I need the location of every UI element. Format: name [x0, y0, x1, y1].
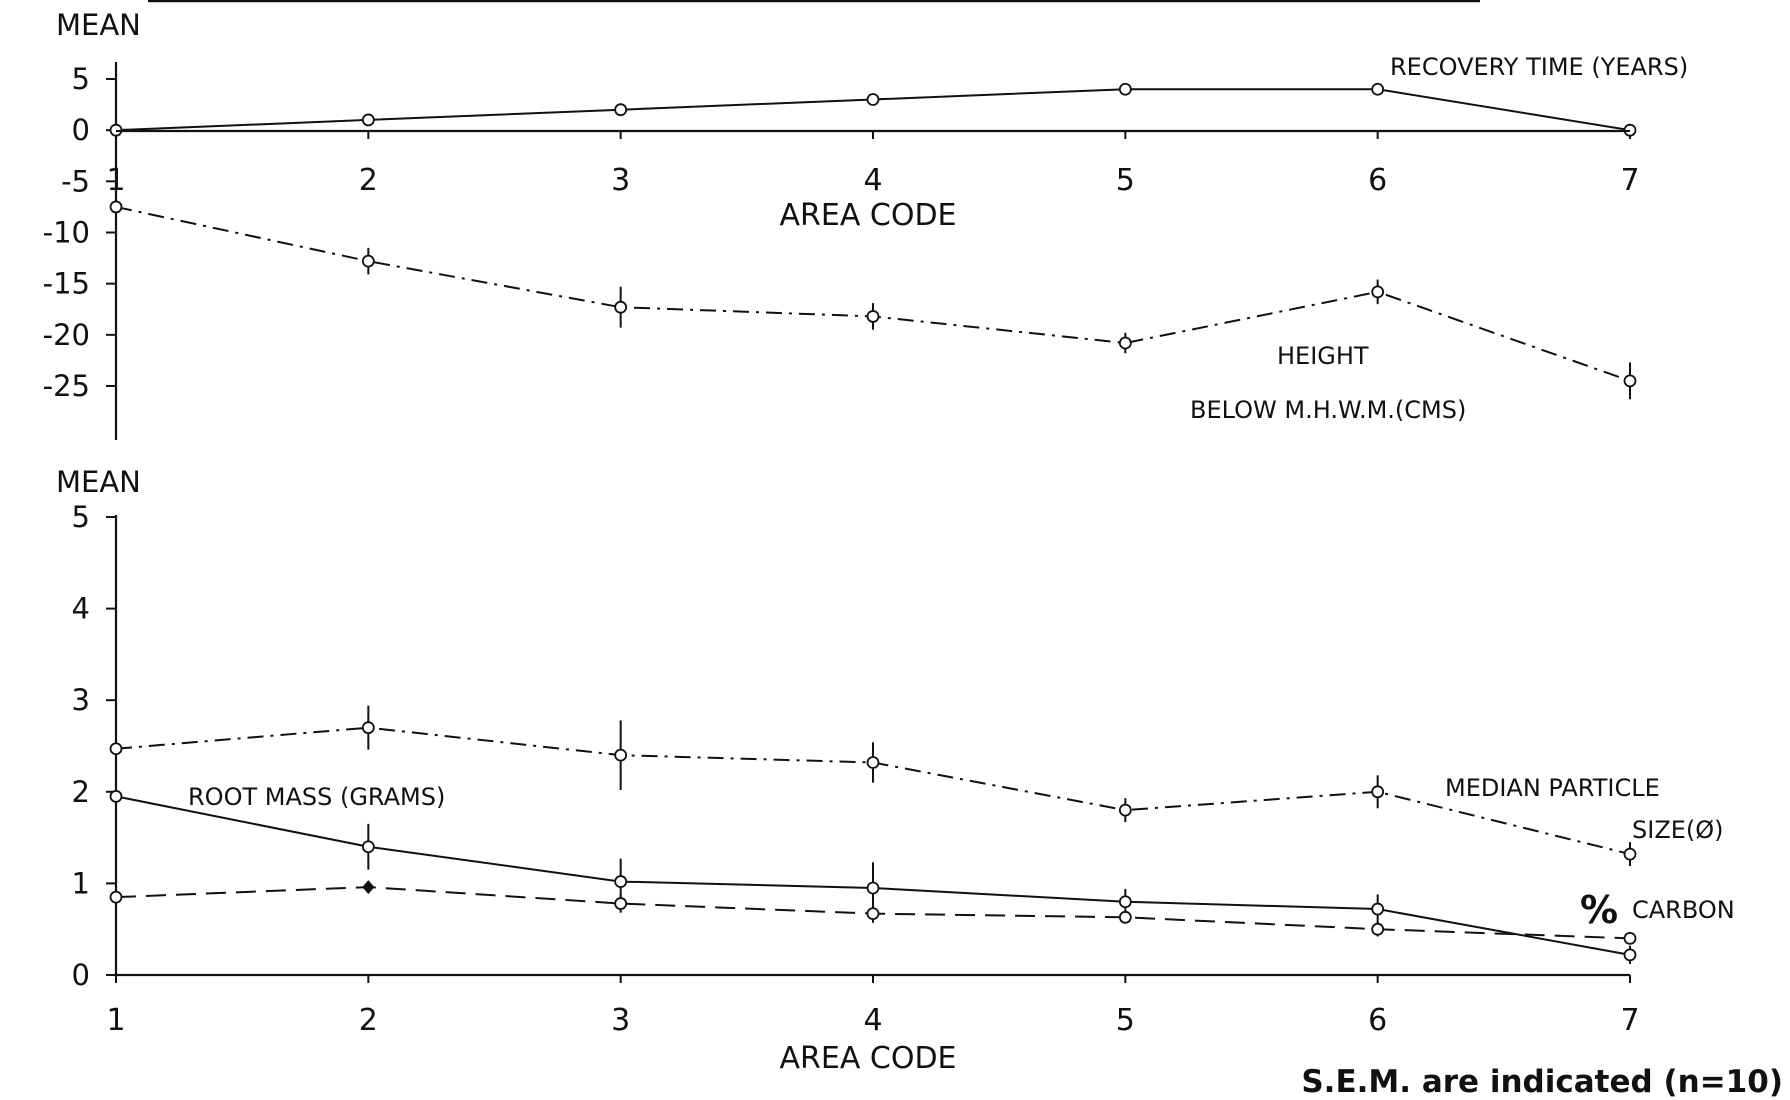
median-particle-size-point	[1623, 847, 1637, 861]
series-label-median-particle-line2: SIZE(Ø)	[1632, 816, 1724, 844]
recovery-time-point	[361, 113, 375, 127]
median-particle-size-point	[361, 721, 375, 735]
median-particle-size-point	[1118, 803, 1132, 817]
bottom-y-tick-label: 5	[72, 500, 90, 534]
root-mass-point	[1623, 948, 1637, 962]
carbon-point	[614, 897, 628, 910]
median-particle-size-point	[109, 742, 123, 756]
bottom-y-tick-label: 3	[72, 683, 90, 717]
root-mass-point	[109, 789, 123, 803]
footnote: S.E.M. are indicated (n=10)	[1301, 1064, 1783, 1100]
root-mass-point	[1118, 895, 1132, 909]
bottom-y-ticks: 5 4 3 2 1 0	[72, 500, 116, 992]
series-label-root-mass: ROOT MASS (GRAMS)	[188, 783, 445, 811]
top-y-tick-label: -5	[61, 164, 90, 198]
top-ylabel: MEAN	[56, 8, 141, 42]
top-y-tick-label: -20	[43, 318, 90, 352]
carbon-point	[866, 907, 880, 921]
median-particle-size-point	[1371, 785, 1385, 799]
top-x-tick-label: 5	[1116, 163, 1135, 198]
carbon-point	[109, 890, 123, 904]
top-x-tick-label: 6	[1368, 163, 1387, 198]
bottom-x-tick-label: 3	[611, 1003, 630, 1038]
series-label-height-line2: BELOW M.H.W.M.(CMS)	[1190, 396, 1466, 424]
carbon-point	[362, 880, 375, 895]
top-x-tick-label: 7	[1620, 163, 1639, 198]
height-below-mhwm-point	[1623, 374, 1637, 388]
top-x-tick-label: 3	[611, 163, 630, 198]
bottom-y-tick-label: 1	[72, 866, 90, 900]
top-y-tick-label: -10	[43, 216, 90, 250]
height-below-mhwm-point	[614, 300, 628, 314]
top-series	[109, 82, 1637, 400]
height-below-mhwm-point	[109, 200, 123, 214]
bottom-ylabel: MEAN	[56, 465, 141, 499]
series-label-carbon-text: CARBON	[1632, 896, 1735, 924]
top-y-tick-label: -25	[43, 369, 90, 403]
carbon-point	[1118, 910, 1132, 924]
recovery-time-point	[1371, 82, 1385, 96]
bottom-y-tick-label: 2	[72, 775, 90, 809]
bottom-x-tick-label: 4	[863, 1003, 882, 1038]
top-y-ticks: 5 0 -5 -10 -15 -20 -25	[43, 62, 116, 403]
height-below-mhwm-line	[115, 205, 1631, 382]
bottom-y-tick-label: 4	[72, 592, 90, 626]
series-label-height-line1: HEIGHT	[1277, 342, 1369, 370]
root-mass-point	[1371, 902, 1385, 916]
bottom-x-ticks: 1 2 3 4 5 6 7	[106, 975, 1640, 1038]
top-x-tick-label: 4	[863, 163, 882, 198]
root-mass-point	[361, 840, 375, 854]
median-particle-size-point	[866, 756, 880, 769]
top-x-tick-label: 2	[359, 163, 378, 198]
series-label-carbon-symbol: %	[1580, 888, 1618, 932]
median-particle-size-point	[614, 748, 628, 762]
height-below-mhwm-point	[1118, 336, 1132, 350]
bottom-xlabel: AREA CODE	[780, 1041, 957, 1076]
height-below-mhwm-point	[1371, 285, 1385, 299]
top-y-tick-label: 0	[72, 113, 90, 147]
top-y-tick-label: 5	[72, 62, 90, 96]
recovery-time-point	[866, 93, 880, 106]
bottom-x-tick-label: 7	[1620, 1003, 1639, 1038]
recovery-time-point	[1118, 82, 1132, 96]
series-label-median-particle-line1: MEDIAN PARTICLE	[1445, 774, 1660, 802]
bottom-x-tick-label: 5	[1116, 1003, 1135, 1038]
bottom-x-tick-label: 2	[359, 1003, 378, 1038]
top-y-tick-label: -15	[43, 267, 90, 301]
bottom-series	[109, 705, 1637, 965]
carbon-point	[1623, 931, 1637, 945]
top-x-tick-label: 1	[106, 163, 125, 198]
recovery-time-point	[614, 103, 628, 117]
carbon-point	[1371, 922, 1385, 936]
top-x-ticks: 1 2 3 4 5 6 7	[106, 131, 1640, 198]
bottom-x-tick-label: 6	[1368, 1003, 1387, 1038]
height-below-mhwm-point	[361, 254, 375, 268]
root-mass-point	[866, 881, 880, 895]
top-xlabel: AREA CODE	[780, 198, 957, 233]
height-below-mhwm-point	[866, 310, 880, 323]
bottom-x-tick-label: 1	[106, 1003, 125, 1038]
root-mass-point	[614, 875, 628, 888]
bottom-y-tick-label: 0	[72, 958, 90, 992]
series-label-recovery-time: RECOVERY TIME (YEARS)	[1390, 53, 1688, 81]
